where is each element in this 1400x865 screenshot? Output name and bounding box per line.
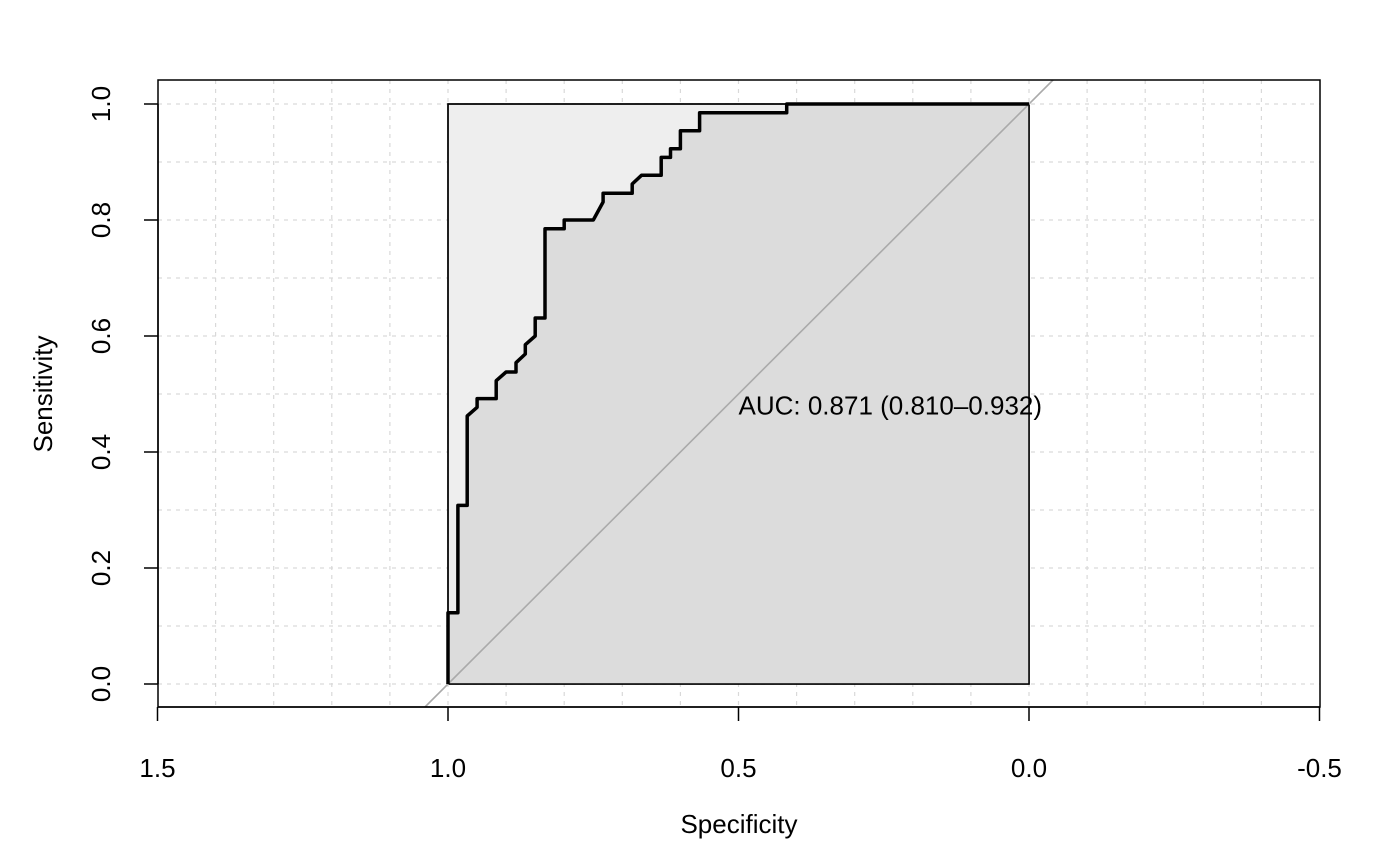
y-tick-label: 0.0 [86,666,116,702]
y-tick-label: 0.6 [86,318,116,354]
y-tick-label: 1.0 [86,86,116,122]
x-axis-label: Specificity [680,809,797,839]
unit-square-border [447,103,1030,685]
x-tick-label: 1.5 [139,753,175,783]
y-tick-label: 0.2 [86,550,116,586]
axes: 1.5 1.0 0.5 0.0 -0.5 0.0 0.2 0.4 0.6 0.8 1.0 [86,86,1342,783]
y-axis-label: Sensitivity [28,335,58,452]
x-tick-label: 0.5 [720,753,756,783]
x-tick-label: -0.5 [1297,753,1342,783]
x-tick-label: 0.0 [1011,753,1047,783]
auc-annotation: AUC: 0.871 (0.810–0.932) [739,391,1043,421]
y-tick-label: 0.4 [86,434,116,470]
chance-diagonal-line [424,79,1054,708]
x-tick-label: 1.0 [430,753,466,783]
y-tick-label: 0.8 [86,202,116,238]
roc-curve-line [446,102,1029,684]
